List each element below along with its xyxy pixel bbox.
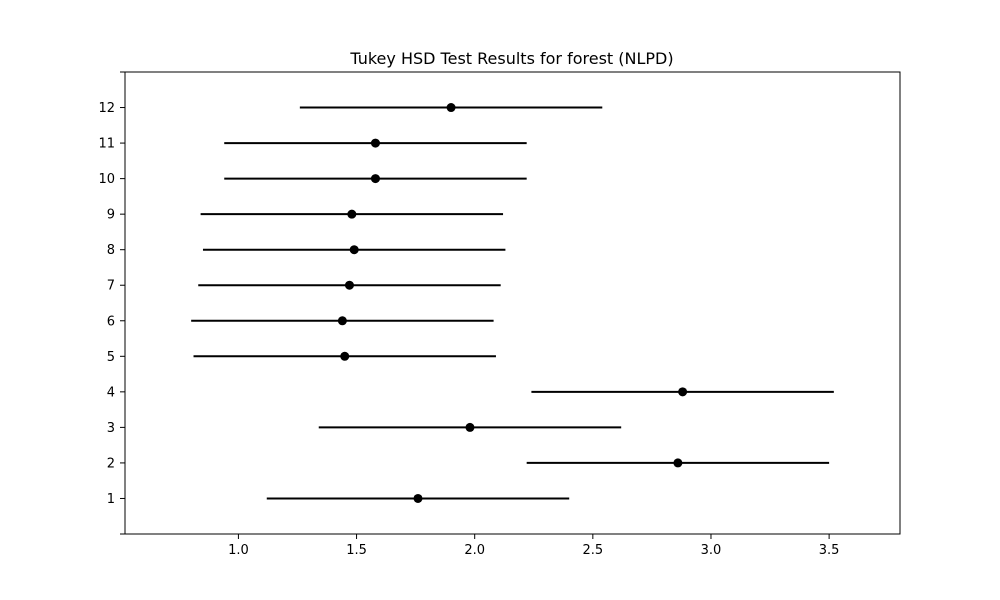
y-tick-label: 12 [98, 101, 115, 116]
y-tick-label: 2 [107, 456, 115, 471]
mean-marker-group-5 [340, 351, 350, 361]
mean-marker-group-8 [349, 245, 359, 255]
mean-marker-group-11 [370, 138, 380, 148]
mean-marker-group-9 [347, 209, 357, 219]
x-tick-label: 3.0 [701, 543, 722, 558]
x-tick-label: 2.5 [582, 543, 603, 558]
y-tick-label: 3 [107, 421, 115, 436]
mean-marker-group-7 [344, 280, 354, 290]
y-tick-label: 1 [107, 492, 115, 507]
mean-marker-group-4 [678, 387, 688, 397]
y-tick-label: 6 [107, 314, 115, 329]
mean-marker-group-6 [337, 316, 347, 326]
x-tick-label: 2.0 [464, 543, 485, 558]
y-tick-label: 5 [107, 350, 115, 365]
group-means [337, 103, 688, 503]
confidence-intervals [191, 106, 834, 500]
mean-marker-group-3 [465, 422, 475, 432]
x-tick-label: 1.0 [228, 543, 249, 558]
plot-area-frame [124, 71, 901, 535]
mean-marker-group-1 [413, 493, 423, 503]
y-tick-label: 8 [107, 243, 115, 258]
mean-marker-group-2 [673, 458, 683, 468]
y-tick-label: 10 [98, 172, 115, 187]
x-tick-label: 3.5 [819, 543, 840, 558]
chart-title: Tukey HSD Test Results for forest (NLPD) [349, 49, 673, 68]
x-tick-label: 1.5 [346, 543, 367, 558]
x-axis: 1.0 1.5 2.0 2.5 3.0 3.5 [228, 534, 839, 558]
mean-marker-group-10 [370, 174, 380, 184]
y-tick-label: 9 [107, 208, 115, 223]
y-tick-label: 11 [98, 137, 115, 152]
mean-marker-group-12 [446, 103, 456, 113]
y-tick-label: 7 [107, 279, 115, 294]
y-tick-label: 4 [107, 385, 115, 400]
